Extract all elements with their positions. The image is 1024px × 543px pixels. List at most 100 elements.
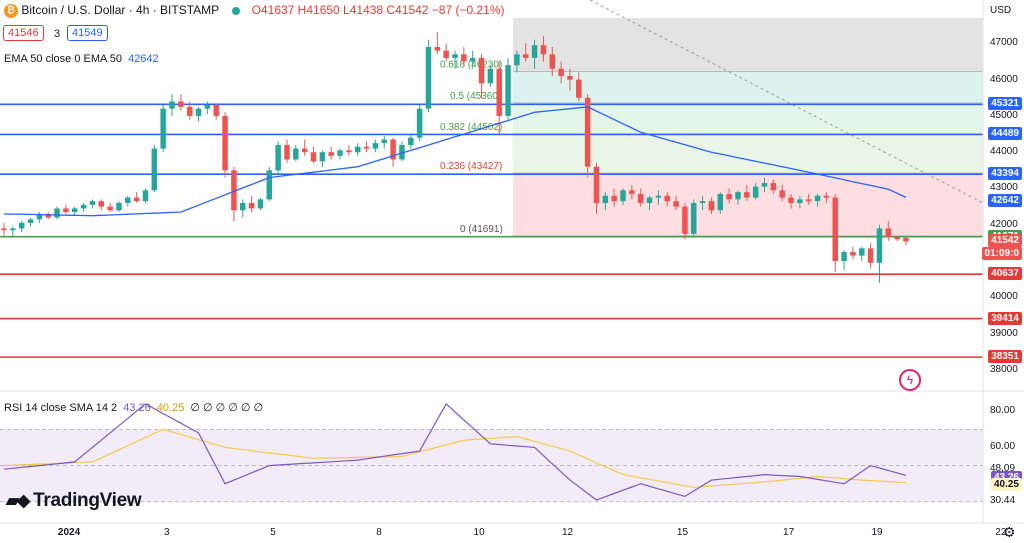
fib-label: 0 (41691) — [460, 224, 503, 235]
price-label-level_40637: 40637 — [988, 267, 1022, 281]
candle-body — [89, 201, 96, 205]
candle-body — [487, 68, 494, 84]
tv-logo-text: TradingView — [33, 490, 142, 511]
rsi-legend[interactable]: RSI 14 close SMA 14 2 43.26 40.25 ∅ ∅ ∅ … — [4, 401, 263, 414]
fib-label: 0.5 (45360) — [450, 91, 501, 102]
rsi-axis-tick: 30.44 — [990, 495, 1016, 507]
candle-body — [770, 183, 777, 191]
buy-price-button[interactable]: 41549 — [67, 25, 108, 41]
candle-body — [788, 197, 794, 203]
candle-body — [461, 54, 467, 62]
price-axis-tick: 38000 — [990, 363, 1018, 375]
price-axis-tick: 43000 — [990, 182, 1018, 194]
sell-price-button[interactable]: 41546 — [3, 25, 44, 41]
candle-body — [646, 197, 653, 203]
candle-body — [284, 144, 290, 160]
rsi-sma-line — [3, 428, 907, 488]
price-axis-tick: 47000 — [990, 37, 1018, 49]
price-label-level_38351: 38351 — [988, 350, 1022, 364]
market-status-icon — [232, 6, 241, 15]
candle-body — [664, 195, 670, 202]
fib-zone — [513, 173, 983, 236]
candle-body — [823, 195, 830, 198]
candle-body — [682, 206, 688, 234]
candle-body — [469, 57, 476, 62]
candle-body — [231, 170, 237, 211]
time-axis-tick: 8 — [376, 527, 382, 538]
candle-body — [505, 65, 511, 116]
candle-body — [805, 199, 812, 202]
time-axis-tick: 2024 — [57, 527, 81, 538]
candle-body — [151, 148, 158, 191]
candle-body — [390, 139, 396, 160]
candle-body — [832, 197, 838, 262]
candle-body — [814, 195, 821, 202]
candle-body — [797, 199, 803, 203]
time-axis-tick: 19 — [871, 527, 883, 538]
spread-value: 3 — [54, 28, 61, 40]
candle-body — [337, 150, 343, 156]
price-label-last: 41542 — [988, 234, 1022, 248]
candle-body — [752, 186, 759, 198]
candle-body — [894, 237, 900, 240]
symbol-header[interactable]: ₿ Bitcoin / U.S. Dollar · 4h · BITSTAMP … — [4, 3, 505, 18]
price-axis-tick: 46000 — [990, 73, 1018, 85]
candle-body — [319, 152, 326, 162]
time-axis-tick: 12 — [561, 527, 574, 538]
gear-icon[interactable]: ⚙ — [1003, 524, 1016, 540]
candle-body — [699, 201, 706, 203]
candle-body — [18, 222, 25, 229]
candle-body — [27, 219, 34, 223]
price-label-ema: 42642 — [988, 194, 1022, 208]
candle-body — [195, 108, 202, 116]
time-axis-tick: 5 — [270, 527, 276, 538]
price-axis-tick: 42000 — [990, 218, 1018, 230]
countdown-label: 01:09:0 — [981, 247, 1022, 261]
fib-label: 0.618 (46230) — [440, 59, 502, 70]
candle-body — [452, 54, 458, 58]
candle-body — [213, 105, 219, 116]
price-axis-tick: 45000 — [990, 109, 1018, 121]
candle-body — [620, 190, 626, 202]
candle-body — [876, 228, 883, 263]
candle-body — [531, 45, 538, 58]
candle-body — [45, 213, 51, 218]
ema-legend[interactable]: EMA 50 close 0 EMA 50 42642 — [4, 53, 159, 65]
ema-legend-value: 42642 — [128, 53, 159, 65]
rsi-line — [3, 402, 907, 501]
candle-body — [558, 68, 564, 77]
time-axis-tick: 22 — [995, 527, 1007, 538]
lightning-icon[interactable]: ϟ — [899, 369, 921, 391]
candle-body — [293, 148, 299, 160]
candle-body — [80, 204, 87, 209]
candle-body — [399, 144, 405, 160]
candle-body — [125, 197, 131, 203]
candle-body — [10, 228, 16, 231]
price-axis-tick: 40000 — [990, 291, 1018, 303]
price-axis-tick: 44000 — [990, 146, 1018, 158]
candle-body — [178, 101, 184, 107]
rsi-axis-tick: 60.00 — [990, 441, 1016, 453]
rsi-legend-sma: 40.25 — [156, 402, 185, 414]
candle-body — [567, 76, 573, 80]
candle-body — [735, 192, 741, 200]
time-axis-tick: 10 — [473, 527, 485, 538]
candle-body — [133, 197, 140, 202]
candle-body — [549, 54, 556, 69]
candle-body — [593, 166, 600, 203]
candle-body — [576, 79, 582, 98]
candle-body — [142, 190, 149, 202]
candle-body — [850, 251, 856, 256]
candle-body — [841, 251, 847, 262]
candle-body — [257, 199, 264, 209]
candle-body — [301, 148, 308, 153]
candle-body — [867, 248, 874, 263]
price-label-level_44489: 44489 — [988, 127, 1022, 141]
time-axis-tick: 15 — [676, 527, 689, 538]
fib-zone-top — [513, 18, 983, 72]
rsi-sma-label: 40.25 — [990, 478, 1022, 492]
rsi-legend-value: 43.26 — [123, 402, 151, 414]
candle-body — [434, 47, 441, 51]
candle-body — [54, 208, 60, 218]
